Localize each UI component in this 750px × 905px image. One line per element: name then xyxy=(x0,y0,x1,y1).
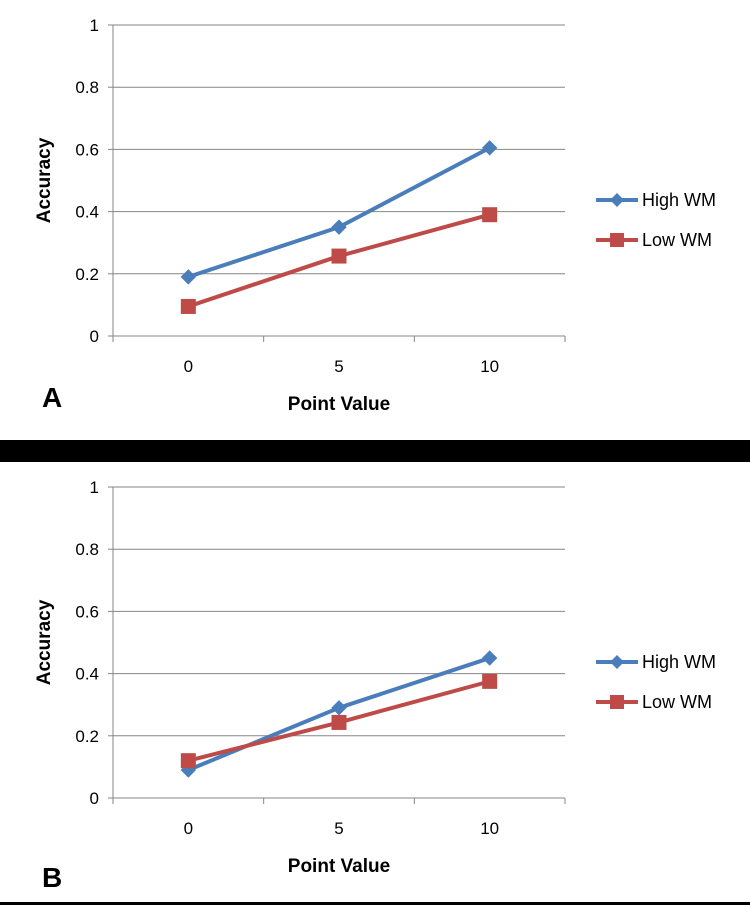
legend-marker-diamond xyxy=(610,655,624,669)
legend-label: Low WM xyxy=(642,230,712,250)
x-tick-label: 10 xyxy=(480,819,499,838)
data-point-square xyxy=(180,753,196,769)
bottom-border xyxy=(0,902,750,905)
x-axis-title: Point Value xyxy=(288,394,390,415)
y-tick-label: 0.2 xyxy=(75,727,99,746)
x-tick-label: 10 xyxy=(480,357,499,376)
panel-label-a: A xyxy=(42,382,63,413)
y-tick-label: 0.6 xyxy=(75,140,99,159)
data-point-diamond xyxy=(481,140,498,156)
y-tick-label: 0.6 xyxy=(75,602,99,621)
data-point-square xyxy=(482,673,498,689)
x-tick-label: 0 xyxy=(184,357,193,376)
x-tick-label: 5 xyxy=(334,819,343,838)
y-tick-label: 0.8 xyxy=(75,78,99,97)
x-axis-title: Point Value xyxy=(288,856,390,877)
y-tick-label: 1 xyxy=(90,16,99,35)
panel-divider xyxy=(0,440,750,462)
y-tick-label: 1 xyxy=(90,478,99,497)
y-tick-label: 0.8 xyxy=(75,540,99,559)
data-point-diamond xyxy=(180,269,197,285)
y-axis-title: Accuracy xyxy=(34,599,55,685)
legend-label: High WM xyxy=(642,652,716,672)
data-point-square xyxy=(482,207,498,223)
data-point-diamond xyxy=(481,650,498,666)
data-point-diamond xyxy=(331,219,347,235)
data-point-square xyxy=(180,298,196,314)
y-tick-label: 0.4 xyxy=(75,203,99,222)
legend-marker-square xyxy=(610,695,624,709)
y-tick-label: 0 xyxy=(90,789,99,808)
y-axis-title: Accuracy xyxy=(34,137,55,223)
data-point-square xyxy=(331,248,347,264)
legend-label: High WM xyxy=(642,190,716,210)
x-tick-label: 5 xyxy=(334,357,343,376)
x-tick-label: 0 xyxy=(184,819,193,838)
legend-label: Low WM xyxy=(642,692,712,712)
data-point-square xyxy=(331,714,347,730)
y-tick-label: 0.4 xyxy=(75,665,99,684)
y-tick-label: 0.2 xyxy=(75,265,99,284)
legend-marker-diamond xyxy=(610,193,624,207)
y-tick-label: 0 xyxy=(90,327,99,346)
legend-marker-square xyxy=(610,233,624,247)
data-point-diamond xyxy=(331,700,347,716)
panel-label-b: B xyxy=(42,862,63,893)
